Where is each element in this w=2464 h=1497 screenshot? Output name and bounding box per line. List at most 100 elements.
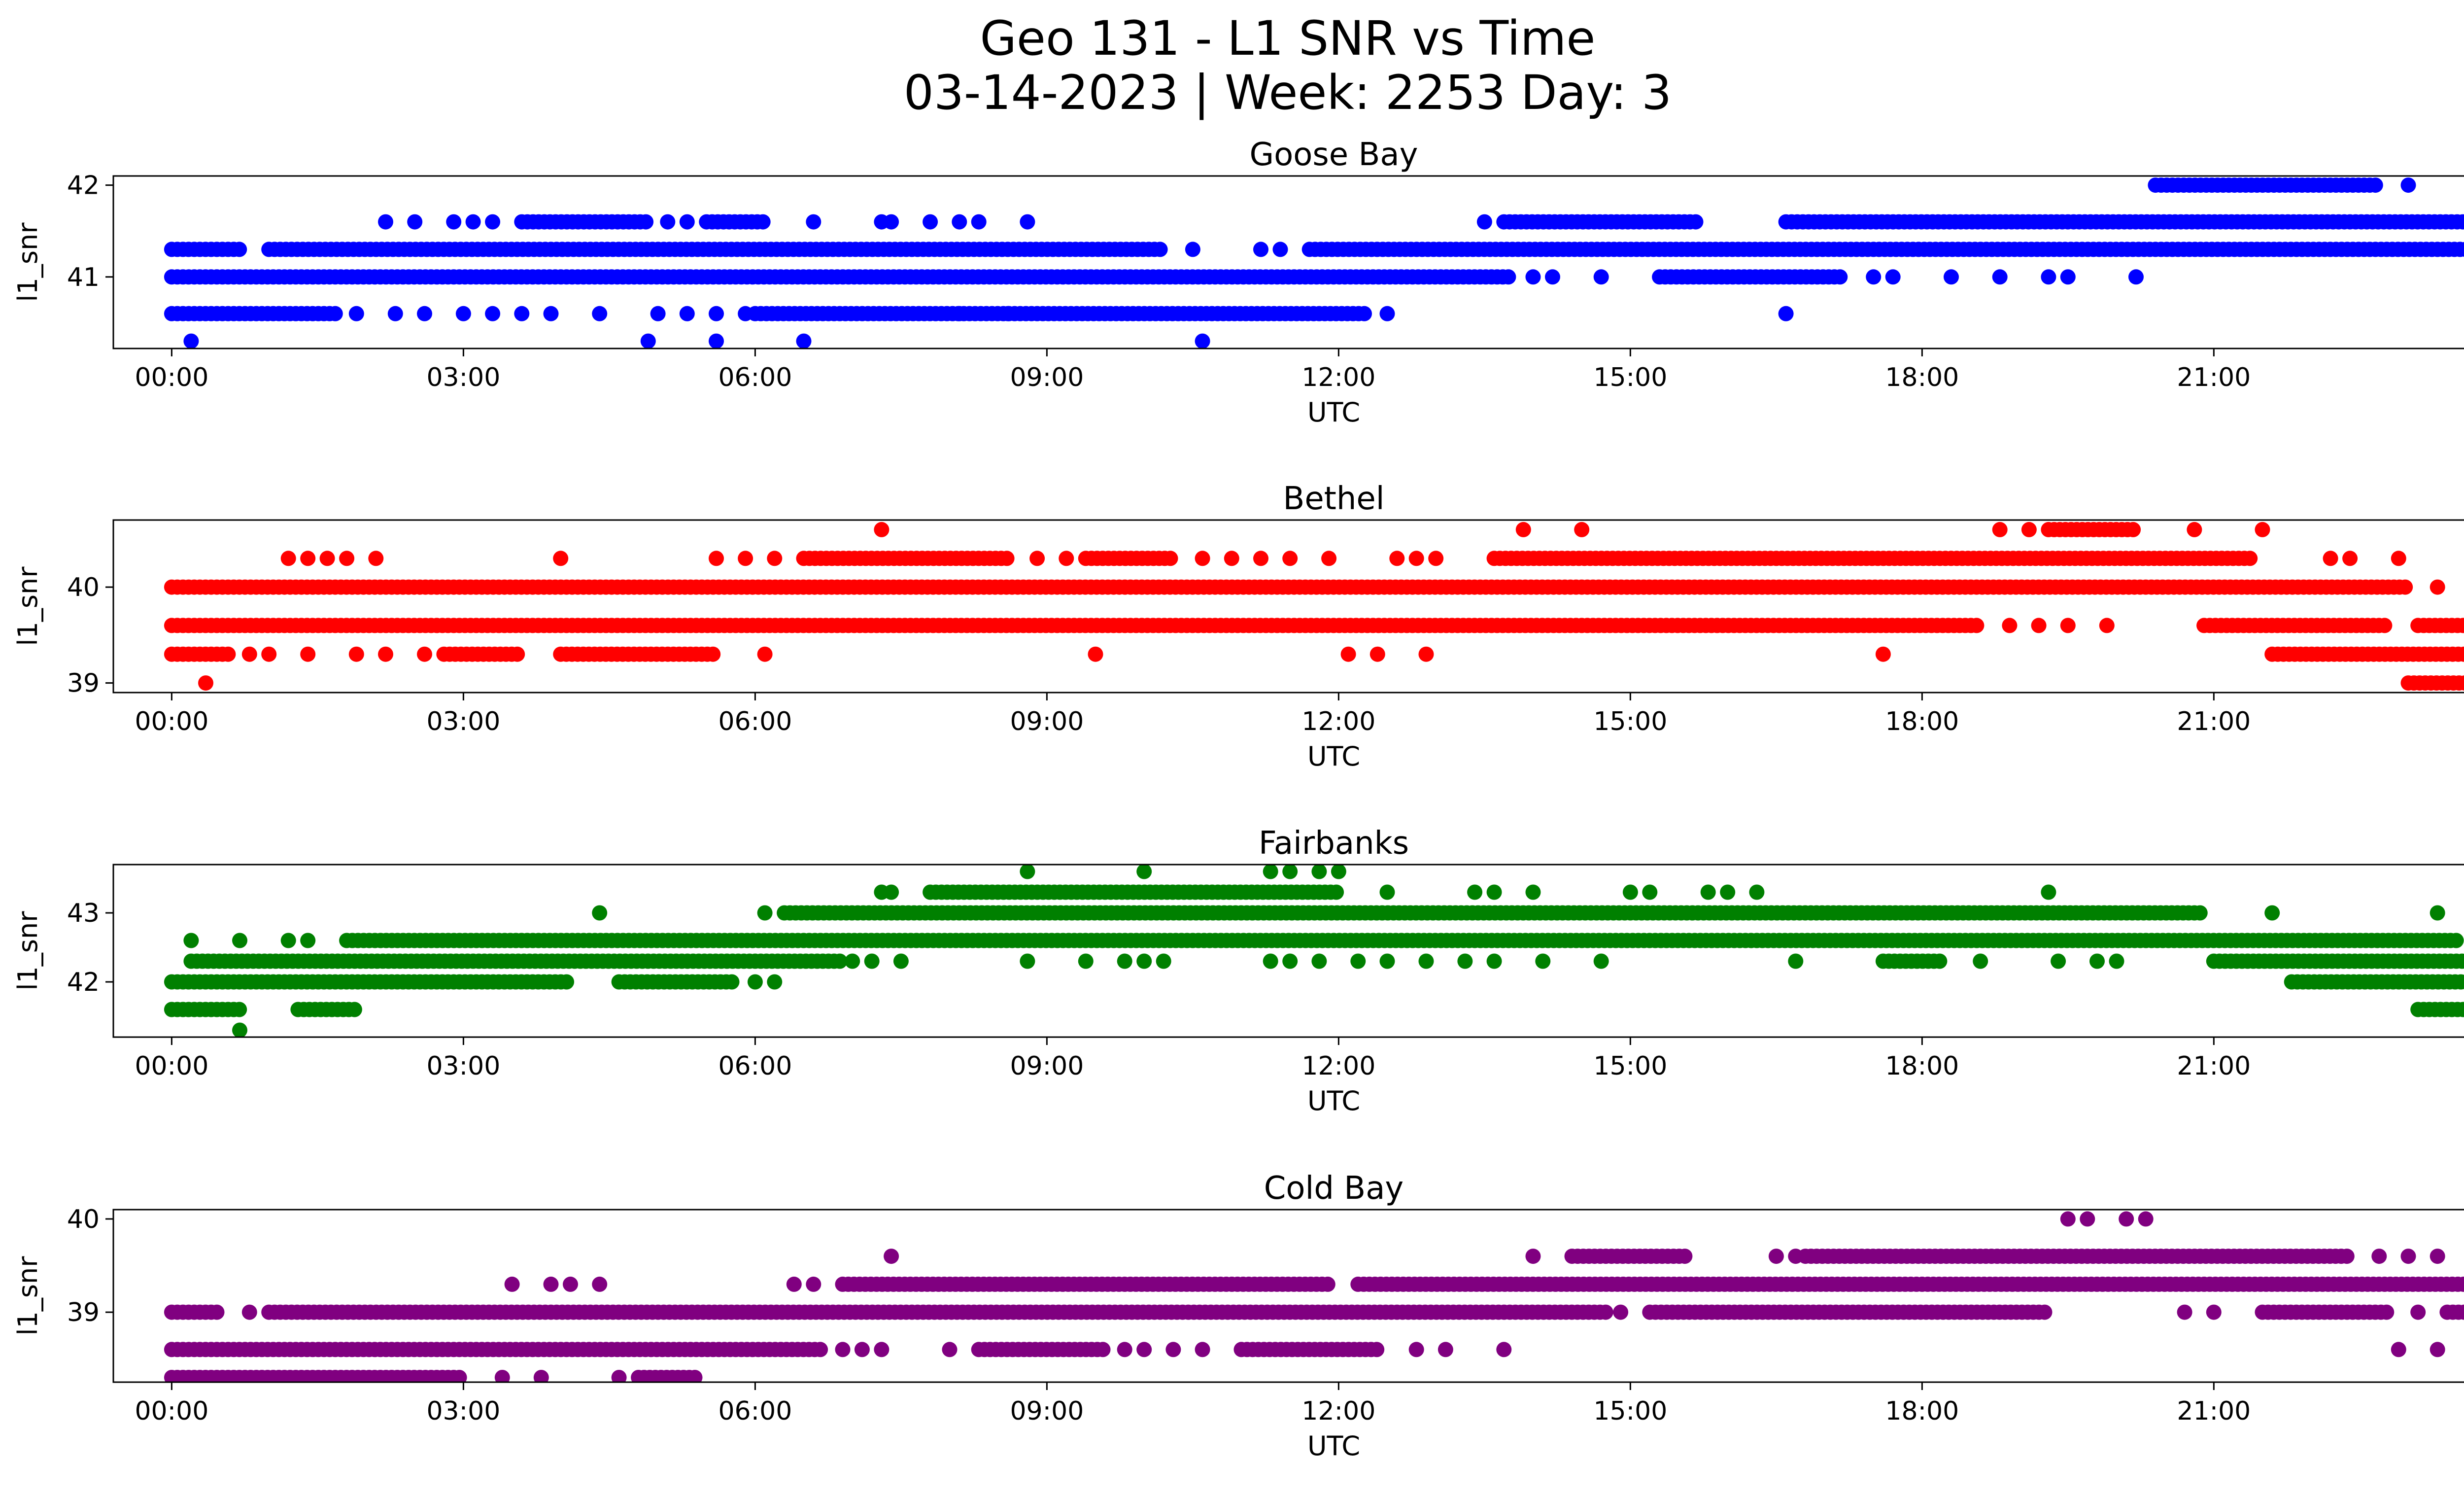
data-point [1253, 242, 1268, 257]
data-point [680, 214, 695, 230]
data-point [884, 885, 899, 900]
subplot-2-y-axis-label: l1_snr [12, 566, 43, 646]
data-point [2377, 618, 2392, 633]
data-point [2187, 522, 2202, 537]
data-point [1282, 954, 1298, 969]
data-point [232, 242, 247, 257]
data-point [709, 551, 724, 566]
data-point [2449, 933, 2464, 948]
subplot-1-y-axis-label: l1_snr [12, 222, 43, 302]
data-point [1677, 1249, 1692, 1264]
data-point [1992, 522, 2008, 537]
data-point [1136, 954, 1152, 969]
data-point [1409, 1342, 1424, 1357]
data-point [1779, 306, 1794, 321]
subplot-4-y-axis-label: l1_snr [12, 1256, 43, 1336]
data-point [971, 214, 987, 230]
data-point [2177, 1305, 2192, 1320]
data-point [1501, 269, 1516, 284]
x-tick-label: 09:00 [1010, 1396, 1084, 1426]
x-tick-label: 15:00 [1593, 707, 1667, 736]
data-point [845, 954, 860, 969]
data-point [1311, 954, 1327, 969]
data-point [2397, 580, 2413, 595]
data-point [2368, 177, 2383, 193]
data-point [1438, 1342, 1453, 1357]
data-point [446, 214, 461, 230]
data-point [796, 334, 812, 349]
data-point [466, 214, 481, 230]
x-tick-label: 06:00 [718, 707, 792, 736]
data-point [2002, 618, 2017, 633]
data-point [1020, 864, 1035, 879]
data-point [592, 905, 607, 921]
data-point [738, 306, 753, 321]
data-point [757, 905, 773, 921]
data-point [2430, 905, 2445, 921]
data-point [2401, 1249, 2416, 1264]
data-point [300, 647, 315, 662]
data-point [1749, 885, 1764, 900]
subplot-3-points [164, 864, 2464, 1038]
data-point [1457, 954, 1472, 969]
subplot-1-axes-frame [113, 176, 2464, 348]
data-point [1419, 954, 1434, 969]
data-point [2339, 1249, 2355, 1264]
data-point [787, 1277, 802, 1292]
y-tick-label: 39 [67, 1298, 100, 1327]
y-tick-label: 40 [67, 573, 100, 602]
data-point [893, 954, 909, 969]
x-tick-label: 00:00 [135, 1396, 208, 1426]
data-point [1389, 551, 1404, 566]
x-tick-label: 21:00 [2177, 363, 2251, 392]
data-point [2242, 551, 2258, 566]
data-point [2401, 177, 2416, 193]
data-point [923, 214, 938, 230]
data-point [1642, 885, 1657, 900]
y-tick-label: 42 [67, 968, 100, 997]
data-point [2060, 618, 2076, 633]
data-point [485, 306, 500, 321]
data-point [328, 306, 343, 321]
data-point [2391, 1342, 2406, 1357]
data-point [563, 1277, 578, 1292]
data-point [1163, 551, 1178, 566]
data-point [2391, 551, 2406, 566]
data-point [2109, 954, 2124, 969]
data-point [1526, 885, 1541, 900]
data-point [2430, 1342, 2445, 1357]
data-point [1136, 864, 1152, 879]
data-point [1574, 522, 1589, 537]
subplot-2-x-axis-label: UTC [1307, 741, 1360, 772]
data-point [2060, 269, 2076, 284]
data-point [1720, 885, 1735, 900]
data-point [1224, 551, 1239, 566]
data-point [544, 1277, 559, 1292]
data-point [281, 933, 296, 948]
data-point [1273, 242, 1288, 257]
data-point [1165, 1342, 1181, 1357]
data-point [1059, 551, 1074, 566]
x-tick-label: 09:00 [1010, 707, 1084, 736]
data-point [1195, 551, 1210, 566]
data-point [1428, 551, 1443, 566]
data-point [2323, 551, 2338, 566]
y-tick-label: 41 [67, 263, 100, 292]
data-point [1477, 214, 1492, 230]
data-point [456, 306, 471, 321]
data-point [1380, 885, 1395, 900]
figure-title-line-1: Geo 131 - L1 SNR vs Time [0, 15, 2464, 62]
data-point [1526, 269, 1541, 284]
data-point [300, 933, 315, 948]
data-point [300, 551, 315, 566]
data-point [835, 1342, 851, 1357]
data-point [1992, 269, 2008, 284]
data-point [2264, 905, 2280, 921]
data-point [378, 214, 393, 230]
data-point [813, 1342, 828, 1357]
data-point [417, 306, 432, 321]
